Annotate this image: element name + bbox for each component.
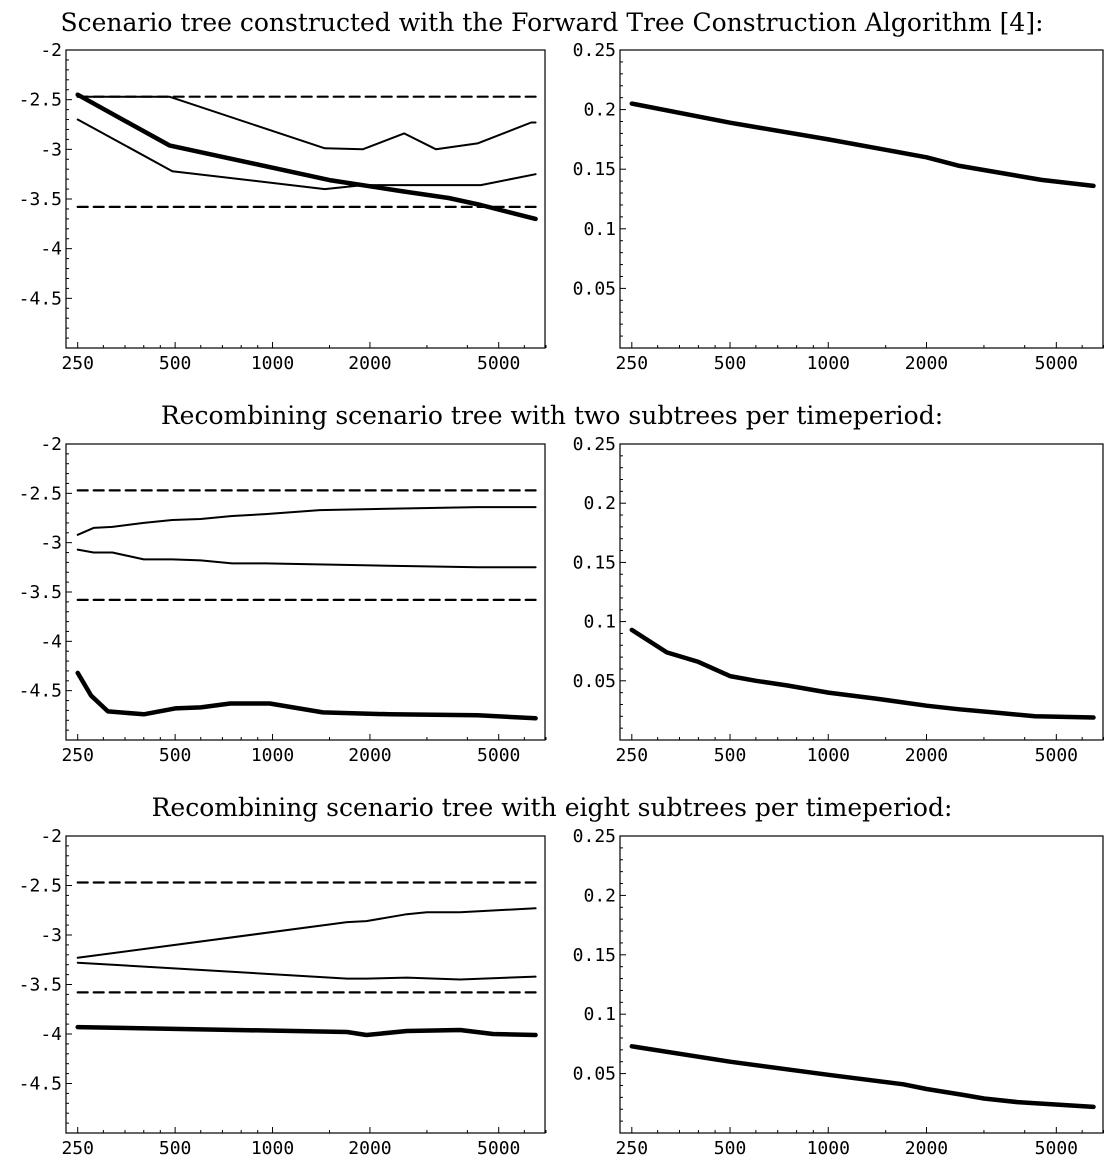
plot-frame (619, 835, 1104, 1134)
y-tick-label: -3.5 (19, 975, 62, 996)
plot-frame (619, 443, 1104, 741)
x-tick-label: 1000 (251, 1138, 294, 1159)
x-tick-label: 5000 (1035, 1138, 1078, 1159)
y-tick-label: 0.15 (573, 552, 616, 573)
series-line-thin (76, 961, 537, 981)
series-line-thick (629, 627, 1096, 720)
y-tick-label: -3.5 (19, 582, 62, 603)
x-tick-label: 2000 (905, 353, 948, 374)
x-tick-label: 1000 (807, 353, 850, 374)
series-line-thick (629, 101, 1096, 189)
x-tick-label: 1000 (807, 745, 850, 766)
y-tick-label: -3 (40, 139, 62, 160)
x-tick-label: 250 (616, 353, 649, 374)
x-tick-label: 1000 (807, 1138, 850, 1159)
x-tick-label: 2000 (905, 1138, 948, 1159)
y-tick-label: -2.5 (19, 483, 62, 504)
y-tick-label: 0.05 (573, 671, 616, 692)
x-tick-label: 500 (714, 353, 747, 374)
x-tick-label: 250 (61, 353, 94, 374)
x-tick-label: 2000 (905, 745, 948, 766)
x-tick-label: 500 (714, 1138, 747, 1159)
y-tick-label: -4 (40, 1024, 62, 1045)
series-line-thin (76, 118, 537, 191)
series-line-thin (76, 506, 537, 536)
x-tick-label: 250 (616, 1138, 649, 1159)
plot-frame (65, 835, 546, 1134)
chart-middle-left: -2 -2.5 -3 -3.5 -4 -4.5 250 500 1000 2000 5000 (19, 434, 547, 766)
section-title-1: Scenario tree constructed with the Forwa… (60, 8, 1043, 37)
y-tick-label: 0.25 (573, 434, 616, 455)
chart-top-right: 0.25 0.2 0.15 0.1 0.05 250 500 1000 2000 5000 (573, 40, 1104, 374)
x-tick-label: 5000 (1035, 745, 1078, 766)
plot-frame (65, 443, 546, 741)
x-tick-label: 5000 (477, 745, 520, 766)
y-tick-label: -2 (40, 40, 62, 61)
y-tick-label: -3 (40, 533, 62, 554)
series-line-thick (75, 92, 538, 222)
x-tick-label: 5000 (477, 353, 520, 374)
plot-frame (619, 49, 1104, 349)
x-tick-label: 2000 (348, 353, 391, 374)
chart-bottom-left: -2 -2.5 -3 -3.5 -4 -4.5 250 500 1000 2000 5000 (19, 826, 547, 1159)
x-tick-label: 500 (159, 1138, 192, 1159)
x-tick-label: 2000 (348, 1138, 391, 1159)
x-tick-label: 5000 (477, 1138, 520, 1159)
x-tick-label: 500 (159, 745, 192, 766)
y-tick-label: -2 (40, 434, 62, 455)
y-tick-label: 0.15 (573, 945, 616, 966)
x-tick-label: 2000 (348, 745, 391, 766)
y-tick-label: 0.1 (583, 1004, 616, 1025)
series-line-thick (75, 670, 538, 721)
chart-middle-right: 0.25 0.2 0.15 0.1 0.05 250 500 1000 2000 5000 (573, 434, 1104, 766)
chart-bottom-right: 0.25 0.2 0.15 0.1 0.05 250 500 1000 2000 5000 (573, 826, 1104, 1159)
series-line-thin (76, 95, 537, 151)
section-title-3: Recombining scenario tree with eight sub… (152, 793, 953, 822)
y-tick-label: 0.2 (583, 885, 616, 906)
y-tick-label: -4 (40, 239, 62, 260)
section-title-2: Recombining scenario tree with two subtr… (161, 401, 943, 430)
x-tick-label: 1000 (251, 745, 294, 766)
y-tick-label: -3.5 (19, 189, 62, 210)
x-tick-label: 5000 (1035, 353, 1078, 374)
y-tick-label: -2 (40, 826, 62, 847)
y-tick-label: -3 (40, 925, 62, 946)
x-tick-label: 500 (714, 745, 747, 766)
y-tick-label: -2.5 (19, 876, 62, 897)
x-tick-label: 250 (61, 745, 94, 766)
chart-top-left: -2 -2.5 -3 -3.5 -4 -4.5 250 500 1000 2000 5000 (19, 40, 547, 374)
series-line-thick (75, 1024, 538, 1038)
x-tick-label: 250 (616, 745, 649, 766)
y-tick-label: 0.25 (573, 40, 616, 61)
x-tick-label: 250 (61, 1138, 94, 1159)
y-tick-label: 0.25 (573, 826, 616, 847)
plot-frame (65, 49, 546, 349)
y-tick-label: -4 (40, 631, 62, 652)
series-line-thin (76, 907, 537, 959)
series-line-thin (76, 548, 537, 569)
y-tick-label: 0.1 (583, 612, 616, 633)
y-tick-label: 0.05 (573, 278, 616, 299)
y-tick-label: 0.2 (583, 493, 616, 514)
y-tick-label: -4.5 (19, 681, 62, 702)
x-tick-label: 1000 (251, 353, 294, 374)
y-tick-label: 0.2 (583, 100, 616, 121)
y-tick-label: -4.5 (19, 1074, 62, 1095)
y-tick-label: 0.1 (583, 219, 616, 240)
series-line-thick (629, 1044, 1096, 1110)
y-tick-label: -2.5 (19, 90, 62, 111)
y-tick-label: 0.15 (573, 159, 616, 180)
y-tick-label: 0.05 (573, 1064, 616, 1085)
y-tick-label: -4.5 (19, 288, 62, 309)
x-tick-label: 500 (159, 353, 192, 374)
